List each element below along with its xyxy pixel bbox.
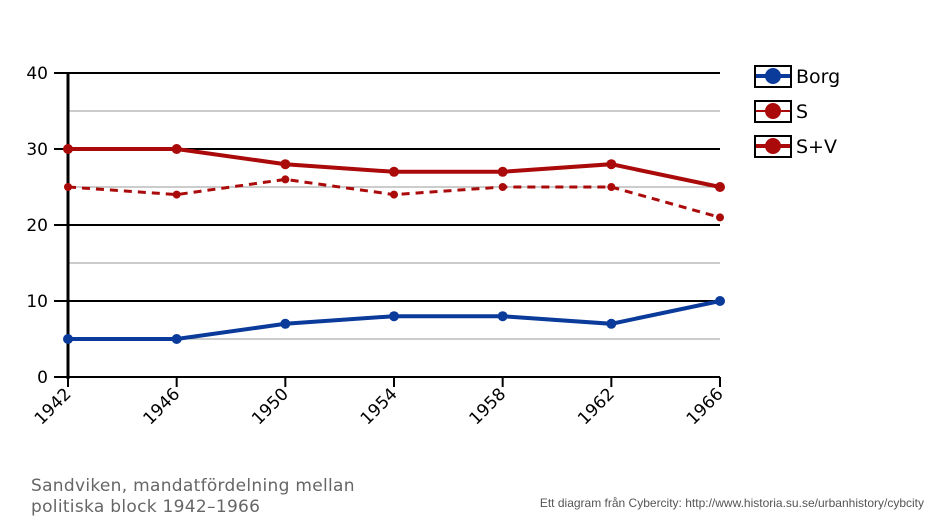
caption-line-2: politiska block 1942–1966 <box>31 497 261 517</box>
data-point <box>280 159 291 170</box>
x-tick-label: 1946 <box>139 384 184 429</box>
legend-label: S <box>796 101 808 123</box>
x-tick-label: 1966 <box>683 384 728 429</box>
data-point <box>716 213 724 222</box>
data-point <box>390 190 398 199</box>
data-point <box>715 182 725 192</box>
data-point <box>172 190 181 199</box>
data-point <box>171 144 182 154</box>
data-point <box>497 166 508 177</box>
y-tick-label: 20 <box>26 216 48 236</box>
legend-marker <box>765 68 781 84</box>
data-point <box>389 166 399 177</box>
data-point <box>607 183 616 191</box>
legend-label: S+V <box>796 136 837 158</box>
data-point <box>715 296 725 306</box>
caption-line-1: Sandviken, mandatfördelning mellan <box>31 476 355 496</box>
data-point <box>63 334 73 344</box>
x-tick-label: 1954 <box>357 384 402 429</box>
legend-label: Borg <box>796 66 840 88</box>
data-point <box>389 311 399 322</box>
data-point <box>171 334 182 344</box>
data-point <box>606 318 617 329</box>
x-tick-label: 1942 <box>31 384 76 429</box>
y-tick-label: 10 <box>26 292 48 312</box>
data-point <box>606 159 617 170</box>
legend-marker <box>765 138 781 154</box>
data-point <box>63 144 73 154</box>
y-tick-label: 40 <box>26 64 48 84</box>
data-point <box>64 183 72 191</box>
x-tick-label: 1950 <box>248 384 293 429</box>
chart-caption: Sandviken, mandatfördelning mellan polit… <box>31 476 355 518</box>
data-point <box>498 183 507 191</box>
credit-text: Ett diagram från Cybercity: http://www.h… <box>539 496 924 510</box>
x-tick-label: 1958 <box>465 384 510 429</box>
data-point <box>280 318 291 329</box>
x-tick-label: 1962 <box>574 384 619 429</box>
y-tick-label: 0 <box>37 368 48 388</box>
y-tick-label: 30 <box>26 140 48 160</box>
data-point <box>497 311 508 322</box>
legend-marker <box>765 103 781 119</box>
data-point <box>281 175 290 184</box>
